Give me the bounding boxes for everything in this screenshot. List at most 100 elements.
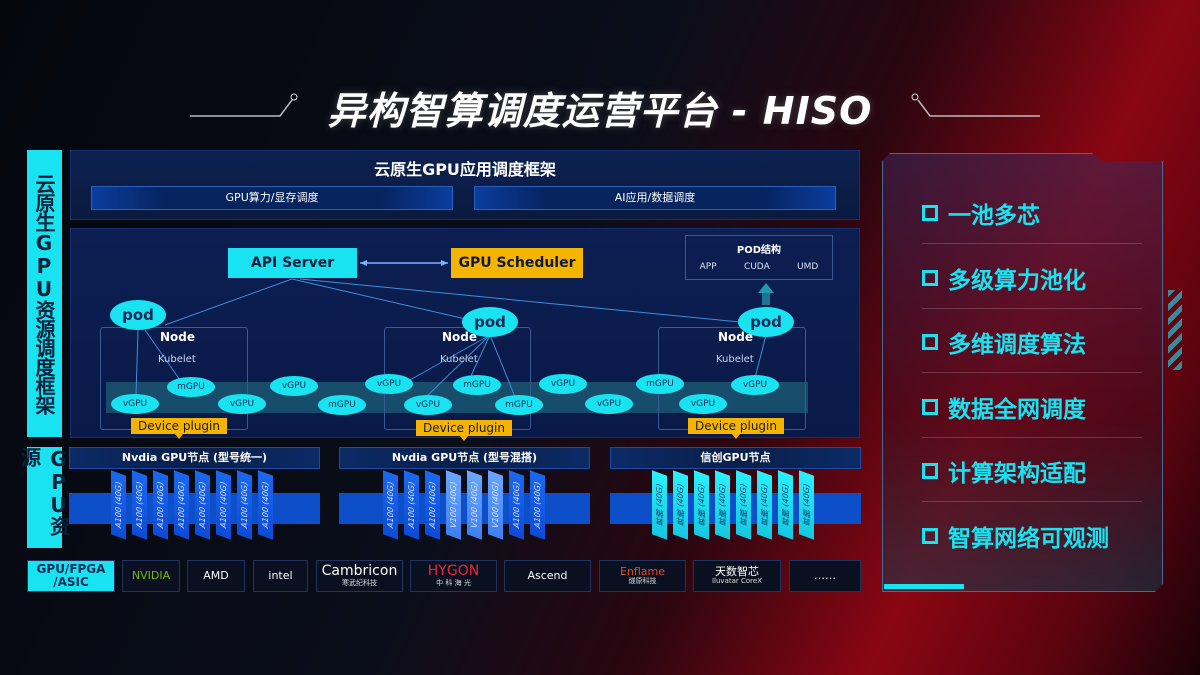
gpu-group-header: Nvdia GPU节点 (型号混搭) <box>339 447 590 469</box>
gpu-card: A100 (40G) <box>237 470 252 540</box>
checkbox-icon <box>922 334 938 350</box>
gpu-card: V100 (40G) <box>488 470 503 540</box>
kubelet-label: Kubelet <box>440 354 478 365</box>
checkbox-icon <box>922 398 938 415</box>
node-label: Node <box>442 330 478 344</box>
gpu-compute-scheduling-bar: GPU算力/显存调度 <box>91 186 453 210</box>
gpu-group-base <box>339 493 590 524</box>
vendor-logo: …… <box>789 560 861 592</box>
gpu-card: 昇腾 (40G) <box>778 470 793 540</box>
api-server-box: API Server <box>228 248 357 278</box>
ai-data-scheduling-bar: AI应用/数据调度 <box>474 186 836 210</box>
checkbox-icon <box>922 463 938 479</box>
mgpu-ellipse: mGPU <box>636 374 684 394</box>
vendor-logo: AMD <box>187 560 245 592</box>
vgpu-ellipse: vGPU <box>270 376 318 396</box>
feature-divider <box>922 243 1142 244</box>
feature-divider <box>922 436 1142 438</box>
device-plugin: Device plugin <box>688 418 784 439</box>
checkbox-icon <box>922 205 938 221</box>
gpu-card: A100 (40G) <box>195 470 210 540</box>
gpu-card: 昇腾 (40G) <box>652 470 667 540</box>
vendor-logo: Enflame 燧原科技 <box>599 560 686 592</box>
gpu-card: A100 (40G) <box>509 470 524 540</box>
vendor-logo: Cambricon 寒武纪科技 <box>316 560 403 592</box>
framework-side-label: 云原生GPU资源调度框架 <box>27 150 62 437</box>
vendor-logo: NVIDIA <box>122 560 180 592</box>
gpu-group-base <box>69 493 320 524</box>
gpu-card: 昇腾 (40G) <box>673 470 688 540</box>
feature-item: 数据全网调度 <box>922 390 1086 424</box>
device-plugin: Device plugin <box>416 420 512 441</box>
feature-item: 一池多芯 <box>922 196 1040 230</box>
feature-panel <box>882 153 1163 592</box>
gpu-card: A100 (40G) <box>111 470 126 540</box>
node-label: Node <box>160 330 196 344</box>
feature-item: 智算网络可观测 <box>922 519 1109 553</box>
gpu-group-header: 信创GPU节点 <box>610 447 861 469</box>
feature-divider <box>922 372 1142 373</box>
pod-structure-title: POD结构 <box>736 245 782 256</box>
gpu-card: 昇腾 (40G) <box>757 470 772 540</box>
kubelet-label: Kubelet <box>716 354 754 365</box>
mgpu-ellipse: mGPU <box>318 395 366 415</box>
gpu-card: A100 (40G) <box>404 470 419 540</box>
feature-item: 多维调度算法 <box>922 325 1086 359</box>
gpu-card: 昇腾 (40G) <box>799 470 814 540</box>
gpu-card: A100 (40G) <box>153 470 168 540</box>
vendor-logo: Ascend <box>504 560 591 592</box>
vgpu-ellipse: vGPU <box>365 374 413 394</box>
vgpu-ellipse: vGPU <box>585 394 633 414</box>
gpu-card: 昇腾 (40G) <box>715 470 730 540</box>
mgpu-ellipse: mGPU <box>453 375 501 395</box>
vgpu-ellipse: vGPU <box>539 374 587 394</box>
gpu-card: A100 (40G) <box>174 470 189 540</box>
gpu-card: A100 (40G) <box>258 470 273 540</box>
gpu-group-header: Nvdia GPU节点 (型号统一) <box>69 447 320 469</box>
vendor-logo: intel <box>253 560 308 592</box>
vgpu-ellipse: vGPU <box>404 395 452 415</box>
pod: pod <box>738 307 794 337</box>
pod: pod <box>110 300 166 330</box>
vendor-logo: HYGON 中 科 海 光 <box>410 560 497 592</box>
vendor-category-label: GPU/FPGA /ASIC <box>27 560 115 592</box>
title-decoration <box>190 93 1040 117</box>
pod-structure-app: APP <box>699 262 717 272</box>
gpu-resource-side-label: GPU资源 <box>18 447 71 548</box>
feature-item: 计算架构适配 <box>922 454 1086 488</box>
gpu-group-base <box>610 493 861 524</box>
device-plugin: Device plugin <box>131 418 227 439</box>
feature-divider <box>922 501 1142 502</box>
pod-structure-cuda: CUDA <box>743 262 770 272</box>
pod: pod <box>462 307 518 337</box>
panel-stripes-decoration <box>1168 290 1182 370</box>
page-title: 异构智算调度运营平台 - HISO <box>327 89 873 133</box>
gpu-card: A100 (40G) <box>425 470 440 540</box>
gpu-card: A100 (40G) <box>132 470 147 540</box>
kubelet-label: Kubelet <box>158 354 196 365</box>
gpu-card: 昇腾 (40G) <box>736 470 751 540</box>
connection-lines <box>135 260 774 399</box>
vendor-logo: 天数智芯 Iluvatar CoreX <box>693 560 781 592</box>
gpu-card: A100 (40G) <box>216 470 231 540</box>
framework-title: 云原生GPU应用调度框架 <box>374 160 556 179</box>
vgpu-ellipse: vGPU <box>679 394 727 414</box>
gpu-card: 昇腾 (40G) <box>694 470 709 540</box>
checkbox-icon <box>922 527 938 544</box>
mgpu-ellipse: mGPU <box>167 377 215 397</box>
gpu-scheduler-box: GPU Scheduler <box>451 248 583 278</box>
checkbox-icon <box>922 269 938 286</box>
gpu-card: V100 (40G) <box>467 470 482 540</box>
vgpu-ellipse: vGPU <box>731 375 779 395</box>
gpu-card: A100 (40G) <box>530 470 545 540</box>
mgpu-ellipse: mGPU <box>495 395 543 415</box>
feature-divider <box>922 307 1142 309</box>
gpu-card: V100 (40G) <box>446 470 461 540</box>
panel-accent-decoration <box>884 584 964 589</box>
gpu-card: A100 (40G) <box>383 470 398 540</box>
pod-structure-box: POD结构 APP CUDA UMD <box>685 235 833 280</box>
pod-structure-umd: UMD <box>797 262 819 272</box>
feature-item: 多级算力池化 <box>922 261 1086 295</box>
vgpu-ellipse: vGPU <box>111 394 159 414</box>
vgpu-ellipse: vGPU <box>218 394 266 414</box>
